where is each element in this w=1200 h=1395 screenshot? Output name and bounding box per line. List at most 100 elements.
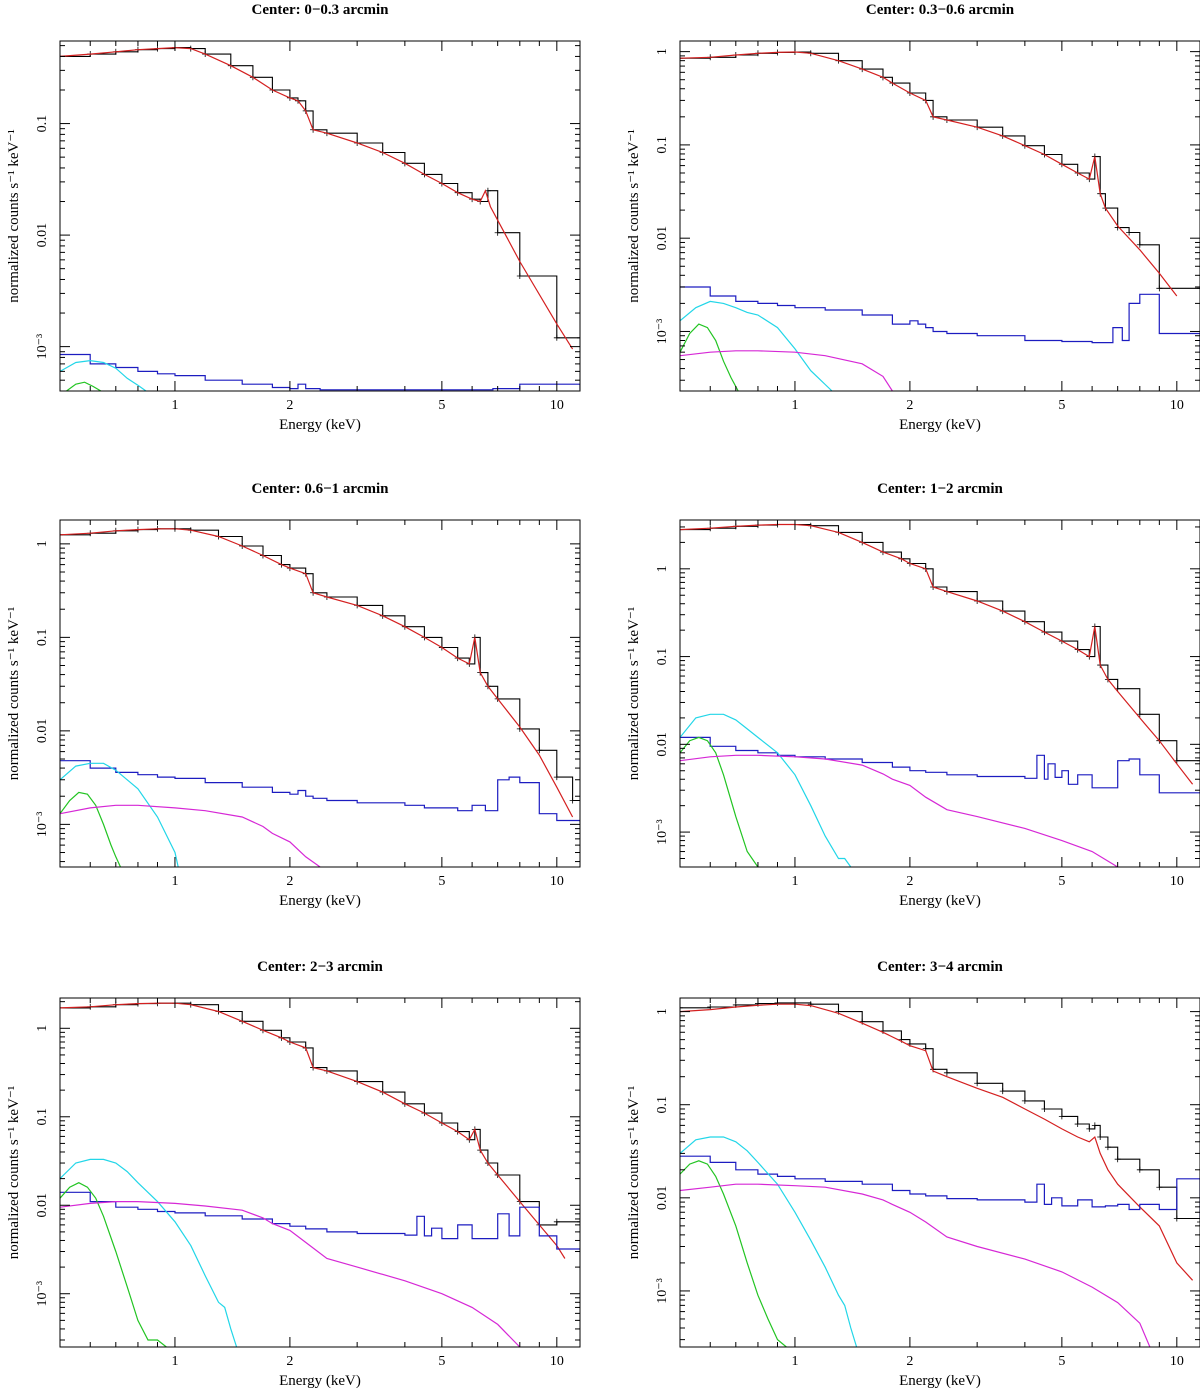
y-tick-label: 10⁻³: [35, 1281, 50, 1307]
series-group: [680, 521, 1200, 867]
plot-frame: [59, 40, 581, 392]
series-background: [60, 353, 580, 391]
data-points: [680, 49, 1200, 292]
x-tick-label: 2: [286, 1354, 293, 1369]
x-axis: 1 2 5 10: [89, 41, 564, 413]
y-axis-label: normalized counts s⁻¹ keV⁻¹: [6, 1086, 22, 1260]
x-axis: 1 2 5 10: [709, 520, 1184, 889]
y-tick-label: 1: [655, 565, 670, 572]
data-point: [1197, 1219, 1200, 1225]
x-axis: 1 2 5 10: [709, 998, 1184, 1369]
x-tick-label: 10: [1170, 398, 1184, 413]
series-cyan-component: [680, 300, 833, 391]
chart-title: Center: 0−0.3 arcmin: [252, 2, 390, 18]
x-tick-label: 5: [1058, 398, 1065, 413]
series-green-component: [66, 381, 102, 391]
y-tick-label: 10⁻³: [655, 1278, 670, 1304]
series-magenta-component: [60, 804, 321, 867]
series-background: [680, 286, 1200, 353]
series-group: [680, 999, 1200, 1347]
y-tick-label: 1: [655, 1008, 670, 1015]
series-background: [60, 760, 580, 823]
data-point: [943, 1069, 950, 1076]
data-point: [999, 1088, 1006, 1095]
data-points: [60, 1000, 580, 1228]
y-tick-label: 0.1: [35, 629, 50, 647]
y-axis-label: normalized counts s⁻¹ keV⁻¹: [626, 129, 642, 303]
y-tick-label: 0.1: [35, 1108, 50, 1126]
x-tick-label: 2: [286, 874, 293, 889]
data-point: [1156, 285, 1163, 292]
x-axis-label: Energy (keV): [279, 893, 361, 909]
plot-frame: [59, 997, 581, 1348]
data-points: [60, 44, 580, 341]
x-tick-label: 2: [906, 874, 913, 889]
data-point: [680, 1004, 683, 1011]
chart-title: Center: 2−3 arcmin: [257, 959, 383, 975]
data-point: [536, 747, 543, 754]
y-axis: 10⁻³ 0.01 0.1 1: [655, 48, 1200, 381]
y-tick-label: 0.01: [655, 226, 670, 251]
x-tick-label: 5: [1058, 874, 1065, 889]
x-tick-label: 1: [171, 874, 178, 889]
x-tick-label: 5: [1058, 1354, 1065, 1369]
y-axis-label: normalized counts s⁻¹ keV⁻¹: [626, 607, 642, 781]
y-axis: 10⁻³ 0.01 0.1 1: [35, 540, 580, 863]
series-green-component: [680, 736, 759, 867]
data-point: [807, 1001, 814, 1008]
data-point: [569, 797, 576, 804]
chart-title: Center: 3−4 arcmin: [877, 959, 1003, 975]
data-point: [577, 797, 580, 804]
chart-title: Center: 1−2 arcmin: [877, 481, 1003, 497]
series-cyan-component: [680, 713, 852, 867]
data-point: [1021, 1097, 1028, 1104]
x-tick-label: 10: [1170, 1354, 1184, 1369]
y-axis: 10⁻³ 0.01 0.1 1: [655, 1008, 1200, 1341]
x-tick-label: 10: [550, 398, 564, 413]
chart-title: Center: 0.6−1 arcmin: [252, 481, 390, 497]
plot-frame: [679, 997, 1200, 1348]
x-axis-label: Energy (keV): [899, 1373, 981, 1389]
data-point: [1104, 1144, 1111, 1151]
x-axis-label: Energy (keV): [899, 893, 981, 909]
y-tick-label: 1: [35, 540, 50, 547]
series-data: [60, 528, 580, 802]
chart-title: Center: 0.3−0.6 arcmin: [866, 2, 1015, 18]
y-tick-label: 10⁻³: [35, 812, 50, 838]
data-point: [1074, 1121, 1081, 1128]
x-tick-label: 1: [791, 398, 798, 413]
series-total-model: [680, 1003, 1194, 1281]
y-axis: 10⁻³ 0.01 0.1: [35, 45, 580, 392]
data-point: [1197, 757, 1200, 764]
chart-panel-4: Center: 1−2 arcmin 1 2 5 10 Energy (keV) 10⁻³ 0…: [626, 481, 1200, 909]
data-points: [680, 521, 1200, 764]
x-axis-label: Energy (keV): [279, 417, 361, 433]
y-tick-label: 0.01: [35, 719, 50, 744]
series-data: [60, 1002, 580, 1226]
data-point: [1173, 1215, 1180, 1222]
series-background: [680, 736, 1200, 794]
series-group: [60, 525, 580, 867]
x-tick-label: 10: [550, 1354, 564, 1369]
series-cyan-component: [60, 359, 147, 391]
y-tick-label: 10⁻³: [655, 819, 670, 845]
series-total-model: [60, 1002, 566, 1259]
series-total-model: [60, 528, 574, 818]
x-tick-label: 1: [171, 1354, 178, 1369]
series-cyan-component: [60, 762, 179, 867]
series-magenta-component: [680, 350, 893, 391]
data-point: [577, 1218, 580, 1225]
data-point: [1086, 1125, 1093, 1132]
series-magenta-component: [60, 1201, 521, 1347]
y-tick-label: 0.1: [655, 136, 670, 154]
data-point: [1156, 1184, 1163, 1191]
y-tick-label: 0.1: [35, 115, 50, 133]
series-green-component: [680, 323, 739, 391]
series-total-model: [680, 523, 1194, 785]
y-axis-label: normalized counts s⁻¹ keV⁻¹: [626, 1086, 642, 1260]
x-tick-label: 5: [438, 398, 445, 413]
series-data: [680, 523, 1200, 762]
series-group: [680, 49, 1200, 391]
plot-frame: [679, 40, 1200, 392]
